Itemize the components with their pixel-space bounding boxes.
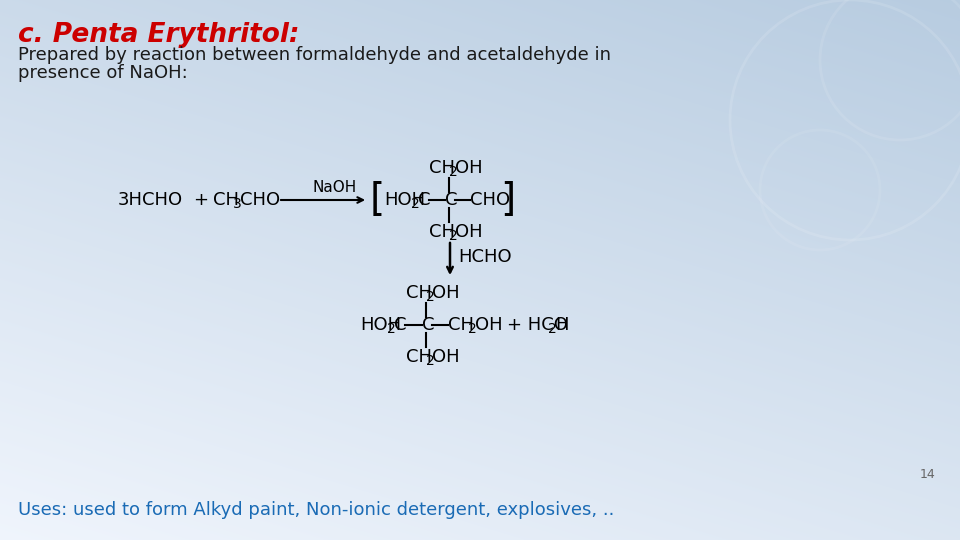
Text: 2: 2 — [449, 229, 458, 243]
Text: 2: 2 — [548, 322, 557, 336]
Text: CH: CH — [429, 159, 455, 177]
Text: CH: CH — [429, 223, 455, 241]
Text: C: C — [422, 316, 435, 334]
Text: OH: OH — [455, 159, 483, 177]
Text: + HCO: + HCO — [507, 316, 568, 334]
Text: CH: CH — [406, 284, 432, 302]
Text: 2: 2 — [426, 354, 435, 368]
Text: presence of NaOH:: presence of NaOH: — [18, 64, 188, 82]
Text: HCHO: HCHO — [458, 248, 512, 266]
Text: +: + — [193, 191, 208, 209]
Text: NaOH: NaOH — [313, 179, 357, 194]
Text: Uses: used to form Alkyd paint, Non-ionic detergent, explosives, ..: Uses: used to form Alkyd paint, Non-ioni… — [18, 501, 614, 519]
Text: HOH: HOH — [360, 316, 401, 334]
Text: OH: OH — [455, 223, 483, 241]
Text: CHO: CHO — [470, 191, 510, 209]
Text: c. Penta Erythritol:: c. Penta Erythritol: — [18, 22, 300, 48]
Text: 3HCHO: 3HCHO — [118, 191, 183, 209]
Text: Prepared by reaction between formaldehyde and acetaldehyde in: Prepared by reaction between formaldehyd… — [18, 46, 611, 64]
Text: CH: CH — [448, 316, 474, 334]
Text: HOH: HOH — [384, 191, 425, 209]
Text: 2: 2 — [387, 322, 396, 336]
Text: 2: 2 — [468, 322, 477, 336]
Text: C: C — [418, 191, 430, 209]
Text: [: [ — [370, 181, 385, 219]
Text: C: C — [394, 316, 406, 334]
Text: H: H — [555, 316, 568, 334]
Text: ]: ] — [500, 181, 516, 219]
Text: OH: OH — [475, 316, 503, 334]
Text: CH: CH — [213, 191, 239, 209]
Text: OH: OH — [432, 348, 460, 366]
Text: OH: OH — [432, 284, 460, 302]
Text: 2: 2 — [449, 165, 458, 179]
Text: CHO: CHO — [240, 191, 280, 209]
Text: 2: 2 — [426, 290, 435, 304]
Text: CH: CH — [406, 348, 432, 366]
Text: 14: 14 — [920, 469, 936, 482]
Text: 2: 2 — [411, 197, 420, 211]
Text: 3: 3 — [233, 197, 242, 211]
Text: C: C — [445, 191, 458, 209]
